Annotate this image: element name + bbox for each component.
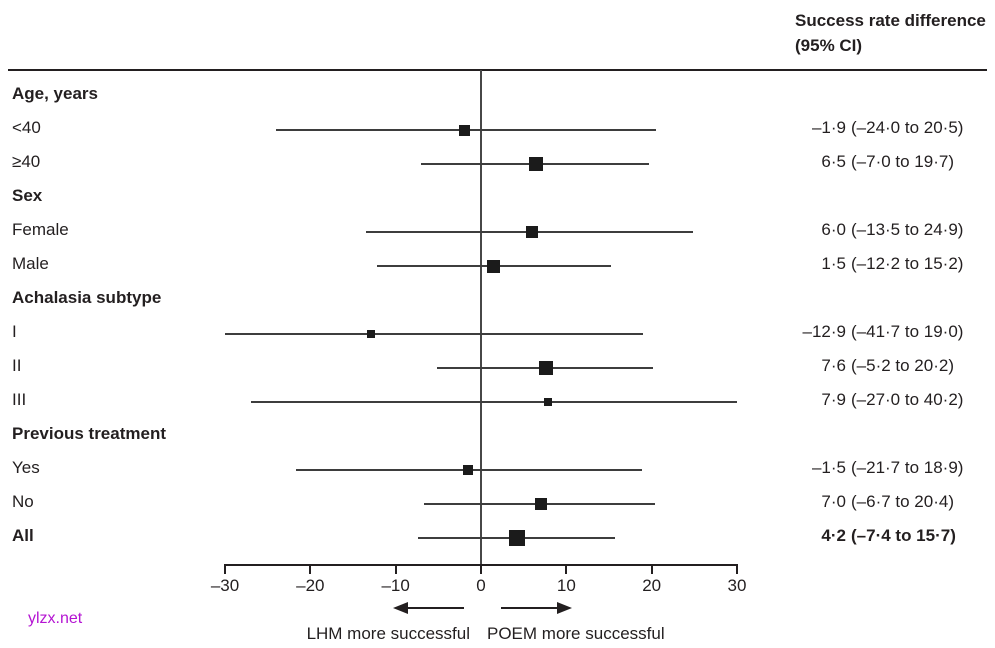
point-estimate-marker [463, 465, 474, 475]
axis-tick [565, 564, 568, 574]
row-value-ci: (–7·0 to 19·7) [851, 152, 954, 171]
row-label: Female [12, 220, 69, 239]
poem-arrow-label: POEM more successful [487, 624, 665, 643]
axis-tick-label: 20 [642, 576, 662, 595]
row-value: 1·5 (–12·2 to 15·2) [784, 254, 990, 274]
row-value-estimate: 6·5 [821, 152, 846, 171]
row-value-ci: (–13·5 to 24·9) [851, 220, 964, 239]
row-value-estimate: –1·5 [811, 458, 846, 477]
row-value: –12·9 (–41·7 to 19·0) [784, 322, 990, 342]
row-label: Previous treatment [12, 424, 166, 443]
row-label: I [12, 322, 17, 341]
row-value-ci: (–27·0 to 40·2) [851, 390, 964, 409]
row-value: 4·2 (–7·4 to 15·7) [784, 526, 990, 546]
point-estimate-marker [534, 498, 547, 510]
point-estimate-marker [487, 259, 501, 273]
row-label: Male [12, 254, 49, 273]
row-label: Sex [12, 186, 43, 205]
point-estimate-marker [508, 530, 525, 546]
confidence-interval-line [250, 401, 737, 403]
watermark-link[interactable]: ylzx.net [28, 610, 83, 627]
row-label: <40 [12, 118, 41, 137]
point-estimate-marker [526, 226, 539, 238]
poem-direction-arrow-icon [501, 602, 572, 614]
row-value-estimate: 4·2 [821, 526, 846, 545]
row-value: 7·0 (–6·7 to 20·4) [784, 492, 990, 512]
axis-tick [309, 564, 312, 574]
point-estimate-marker [544, 398, 553, 406]
row-label: No [12, 492, 34, 511]
row-label: Age, years [12, 84, 98, 103]
row-value-estimate: –1·9 [811, 118, 846, 137]
axis-tick-label: –30 [210, 576, 240, 595]
axis-tick-label: –10 [381, 576, 410, 595]
row-value: 6·0 (–13·5 to 24·9) [784, 220, 990, 240]
row-value-ci: (–41·7 to 19·0) [851, 322, 964, 341]
row-label: III [12, 390, 27, 409]
row-value-estimate: 1·5 [821, 254, 846, 273]
row-value: –1·9 (–24·0 to 20·5) [784, 118, 990, 138]
confidence-interval-line [225, 333, 644, 335]
row-label: Achalasia subtype [12, 288, 162, 307]
axis-tick [394, 564, 397, 574]
row-value-ci: (–24·0 to 20·5) [851, 118, 964, 137]
point-estimate-marker [538, 361, 553, 375]
row-value: 7·6 (–5·2 to 20·2) [784, 356, 990, 376]
row-value-ci: (–21·7 to 18·9) [851, 458, 964, 477]
row-label: Yes [12, 458, 40, 477]
lhm-direction-arrow-icon [393, 602, 464, 614]
row-value-estimate: 7·9 [821, 390, 846, 409]
row-label: All [12, 526, 34, 545]
row-value: 6·5 (–7·0 to 19·7) [784, 152, 990, 172]
axis-tick [224, 564, 226, 574]
zero-reference-line [480, 70, 482, 566]
row-value: –1·5 (–21·7 to 18·9) [784, 458, 990, 478]
axis-tick-label: 30 [727, 576, 747, 595]
row-value-ci: (–7·4 to 15·7) [851, 526, 956, 545]
lhm-arrow-label: LHM more successful [306, 624, 470, 643]
row-value-estimate: 7·6 [821, 356, 846, 375]
point-estimate-marker [459, 124, 471, 136]
point-estimate-marker [529, 157, 544, 171]
row-value: 7·9 (–27·0 to 40·2) [784, 390, 990, 410]
row-value-ci: (–6·7 to 20·4) [851, 492, 954, 511]
row-value-estimate: 6·0 [821, 220, 846, 239]
point-estimate-marker [366, 330, 375, 338]
axis-tick-label: –20 [296, 576, 325, 595]
row-value-ci: (–5·2 to 20·2) [851, 356, 954, 375]
axis-tick-label: 0 [476, 576, 486, 595]
row-value-estimate: –12·9 [802, 322, 846, 341]
row-value-estimate: 7·0 [821, 492, 846, 511]
row-value-ci: (–12·2 to 15·2) [851, 254, 964, 273]
axis-tick-label: 10 [556, 576, 576, 595]
axis-tick [650, 564, 653, 574]
row-label: II [12, 356, 22, 375]
column-header-line1: Success rate difference [795, 11, 986, 30]
top-rule [8, 69, 987, 71]
axis-tick [735, 564, 738, 574]
column-header-line2: (95% CI) [795, 36, 863, 55]
column-header: Success rate difference (95% CI) [795, 8, 995, 58]
axis-tick [480, 564, 482, 574]
row-label: ≥40 [12, 152, 41, 171]
